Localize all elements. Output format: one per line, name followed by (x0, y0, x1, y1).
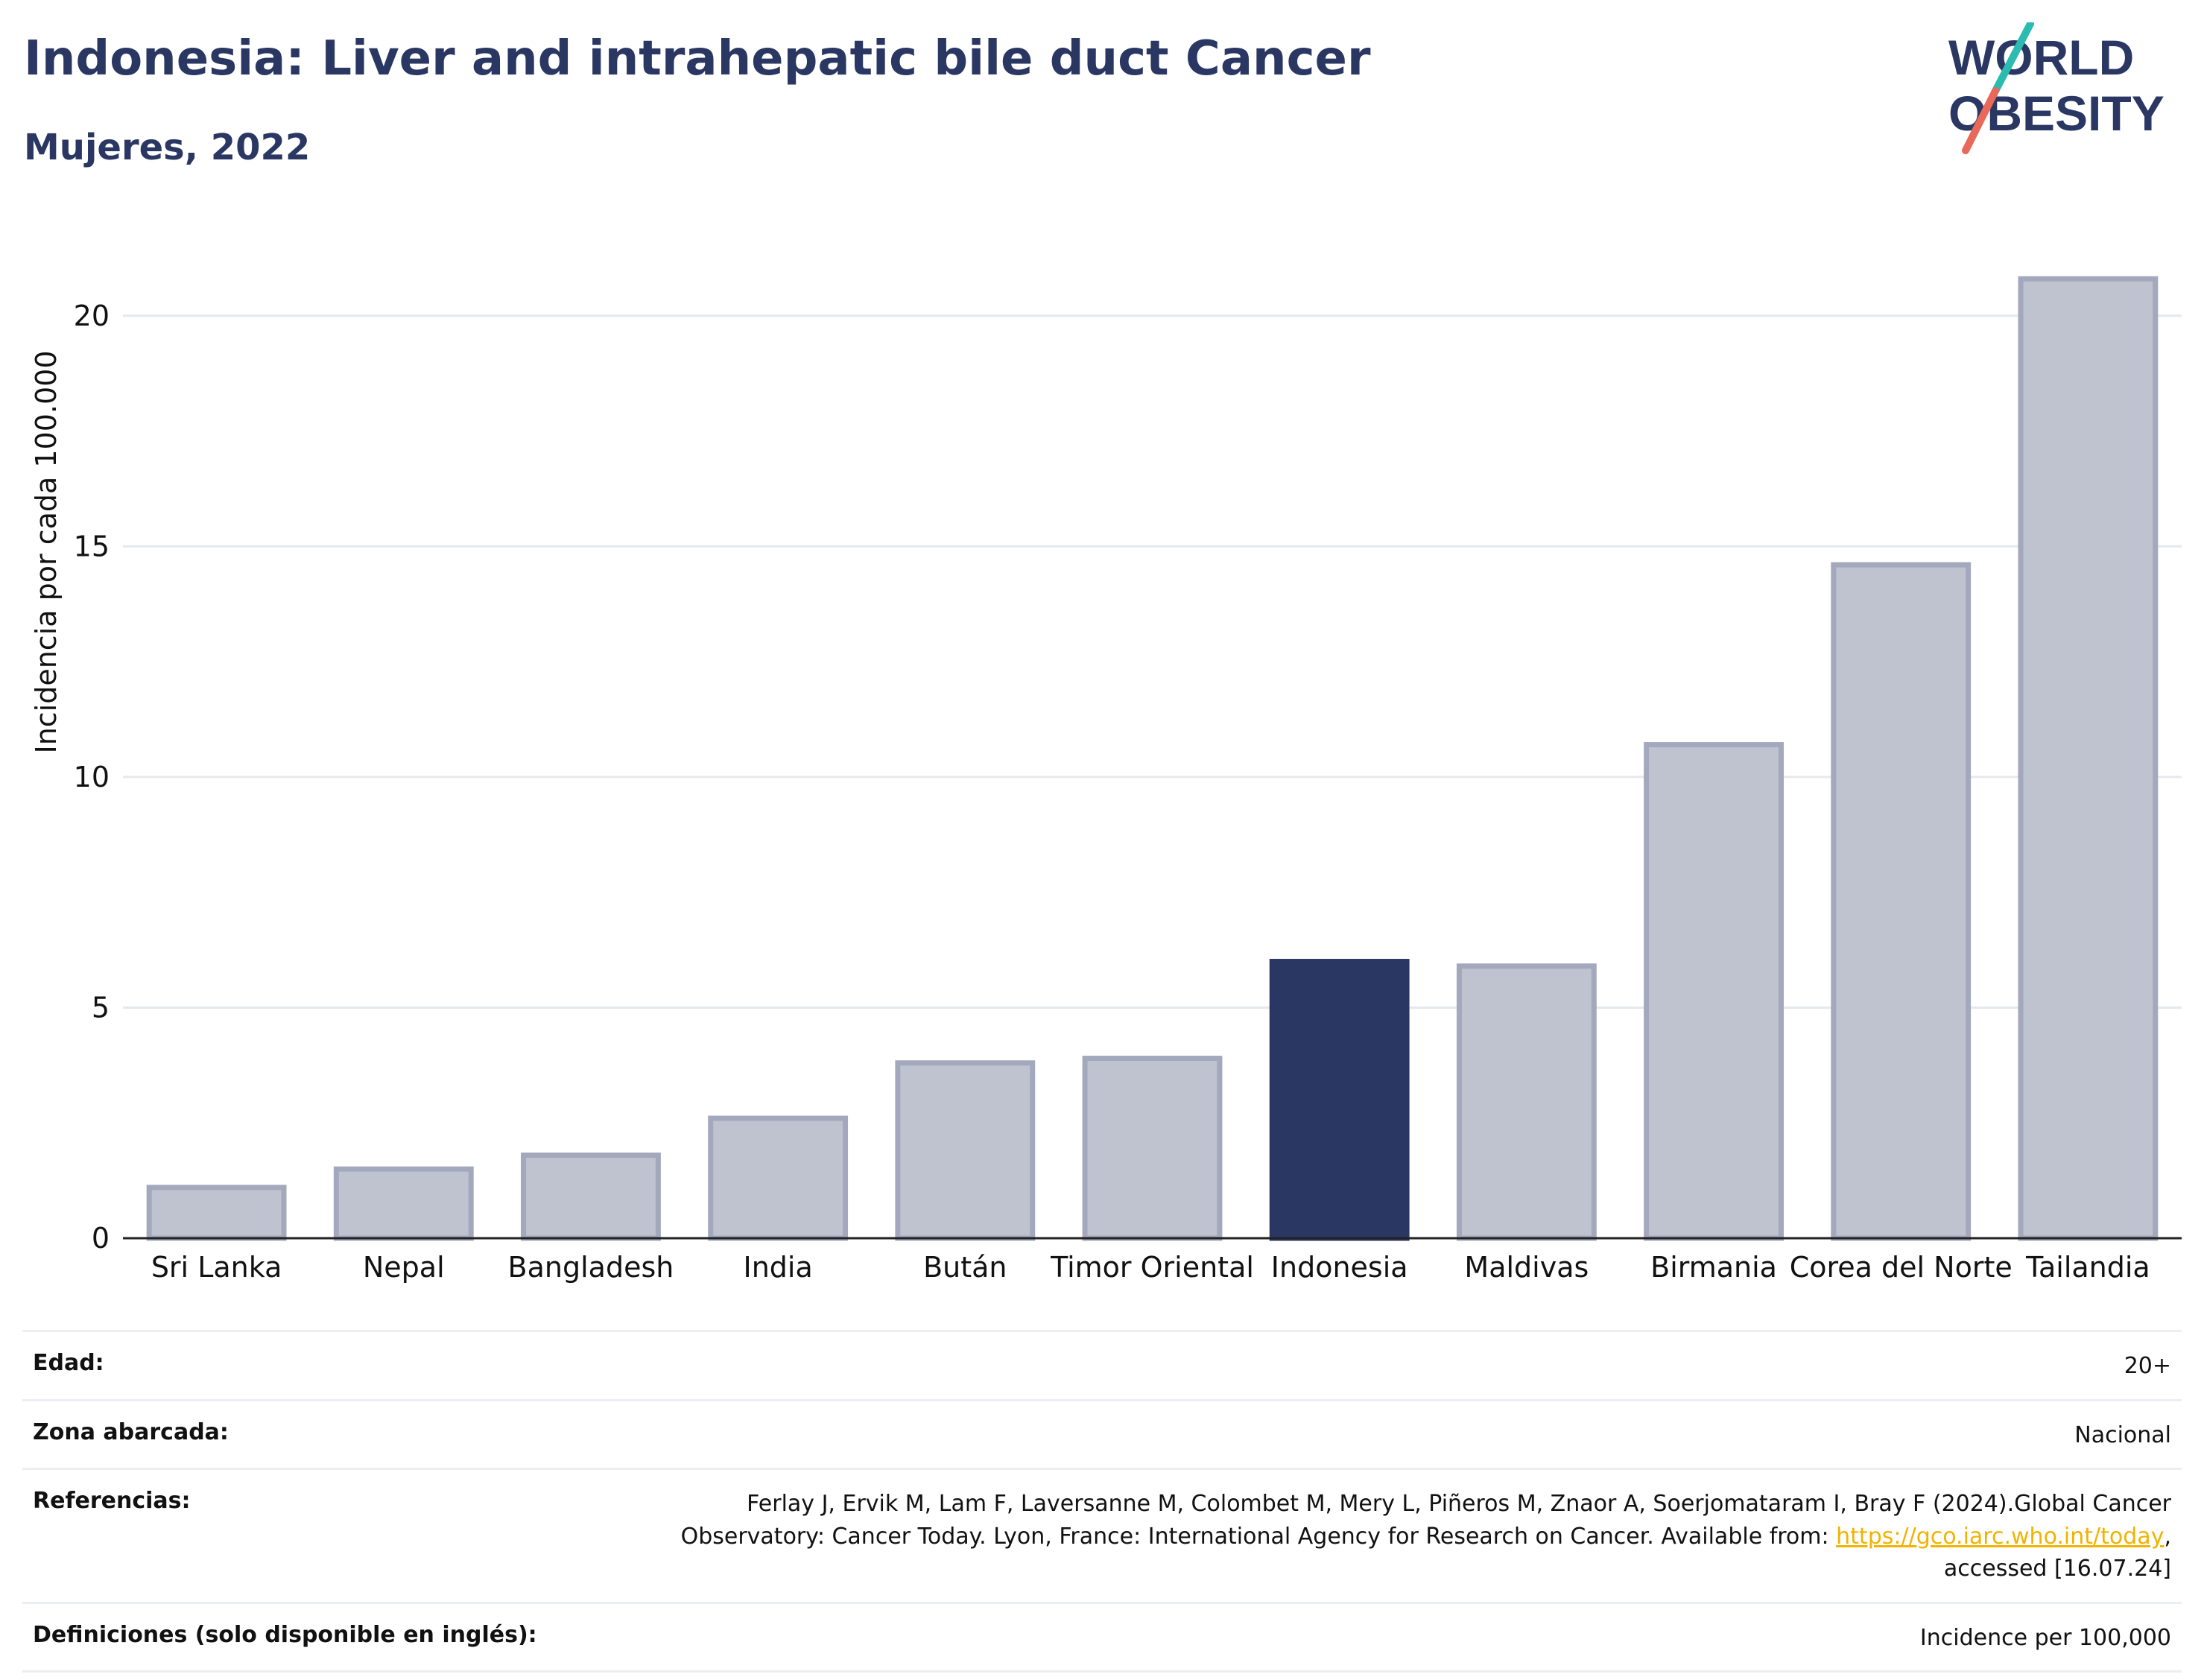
bar-india (708, 1115, 849, 1241)
meta-row-definitions: Definiciones (solo disponible en inglés)… (22, 1601, 2182, 1673)
metadata-table: Edad: 20+ Zona abarcada: Nacional Refere… (22, 1330, 2182, 1673)
x-tick-label: Bangladesh (508, 1251, 674, 1284)
bar-nepal (333, 1166, 474, 1241)
bar-chart: 0 5 10 15 20 Sri Lanka Nepal Bangladesh India But… (30, 276, 2182, 1284)
chart-title: Indonesia: Liver and intrahepatic bile d… (24, 31, 1371, 86)
refs-link[interactable]: https://gco.iarc.who.int/today (1836, 1523, 2165, 1550)
x-tick-label: India (744, 1251, 813, 1284)
meta-row-references: Referencias: Ferlay J, Ervik M, Lam F, L… (22, 1468, 2182, 1602)
refs-line-2: Observatory: Cancer Today. Lyon, France:… (680, 1523, 1837, 1550)
y-tick-label: 15 (74, 530, 110, 562)
meta-refs-value: Ferlay J, Ervik M, Lam F, Laversanne M, … (681, 1488, 2171, 1585)
meta-row-zone: Zona abarcada: Nacional (22, 1398, 2182, 1468)
logo-slash-teal (1992, 22, 2034, 95)
meta-defs-label: Definiciones (solo disponible en inglés)… (33, 1621, 537, 1648)
meta-zone-label: Zona abarcada: (33, 1419, 229, 1445)
meta-refs-label: Referencias: (33, 1488, 191, 1514)
axis-ticks: 0 5 10 15 20 Sri Lanka Nepal Bangladesh India But… (74, 299, 2150, 1284)
bar-corea-del-norte (1831, 562, 1972, 1241)
bar-sri-lanka (146, 1185, 287, 1241)
x-tick-label: Corea del Norte (1790, 1251, 2013, 1284)
bar-maldivas (1456, 963, 1597, 1241)
meta-defs-value: Incidence per 100,000 (1919, 1624, 2171, 1651)
refs-line-1: Ferlay J, Ervik M, Lam F, Laversanne M, … (747, 1491, 2171, 1517)
refs-comma: , (2164, 1523, 2171, 1550)
x-tick-label: Bután (923, 1251, 1007, 1284)
bar-bangladesh (521, 1153, 661, 1241)
refs-line-3: accessed [16.07.24] (1943, 1556, 2171, 1582)
y-tick-label: 10 (74, 761, 110, 793)
bars (146, 276, 2159, 1241)
x-tick-label: Nepal (363, 1251, 445, 1284)
bar-indonesia (1269, 959, 1410, 1241)
y-tick-label: 0 (92, 1222, 110, 1255)
x-tick-label: Birmania (1650, 1251, 1777, 1284)
bar-tailandia (2018, 276, 2159, 1241)
y-tick-label: 20 (74, 299, 110, 332)
x-tick-label: Timor Oriental (1050, 1251, 1254, 1284)
x-tick-label: Sri Lanka (151, 1251, 282, 1284)
x-tick-label: Maldivas (1464, 1251, 1589, 1284)
logo-slash-coral (1962, 87, 1999, 154)
x-tick-label: Indonesia (1271, 1251, 1408, 1284)
meta-row-age: Edad: 20+ (22, 1330, 2182, 1399)
world-obesity-logo: WORLD OBESITY (1948, 22, 2165, 154)
meta-age-value: 20+ (2124, 1353, 2171, 1379)
meta-zone-value: Nacional (2074, 1421, 2171, 1448)
y-axis-label: Incidencia por cada 100.000 (30, 350, 63, 753)
chart-subtitle: Mujeres, 2022 (24, 127, 311, 168)
bar-timor-oriental (1082, 1056, 1223, 1241)
y-tick-label: 5 (92, 991, 110, 1024)
meta-age-label: Edad: (33, 1350, 104, 1376)
bar-bután (895, 1060, 1036, 1241)
logo-line1: WORLD (1948, 30, 2134, 85)
bar-birmania (1644, 742, 1784, 1241)
x-tick-label: Tailandia (2025, 1251, 2150, 1284)
